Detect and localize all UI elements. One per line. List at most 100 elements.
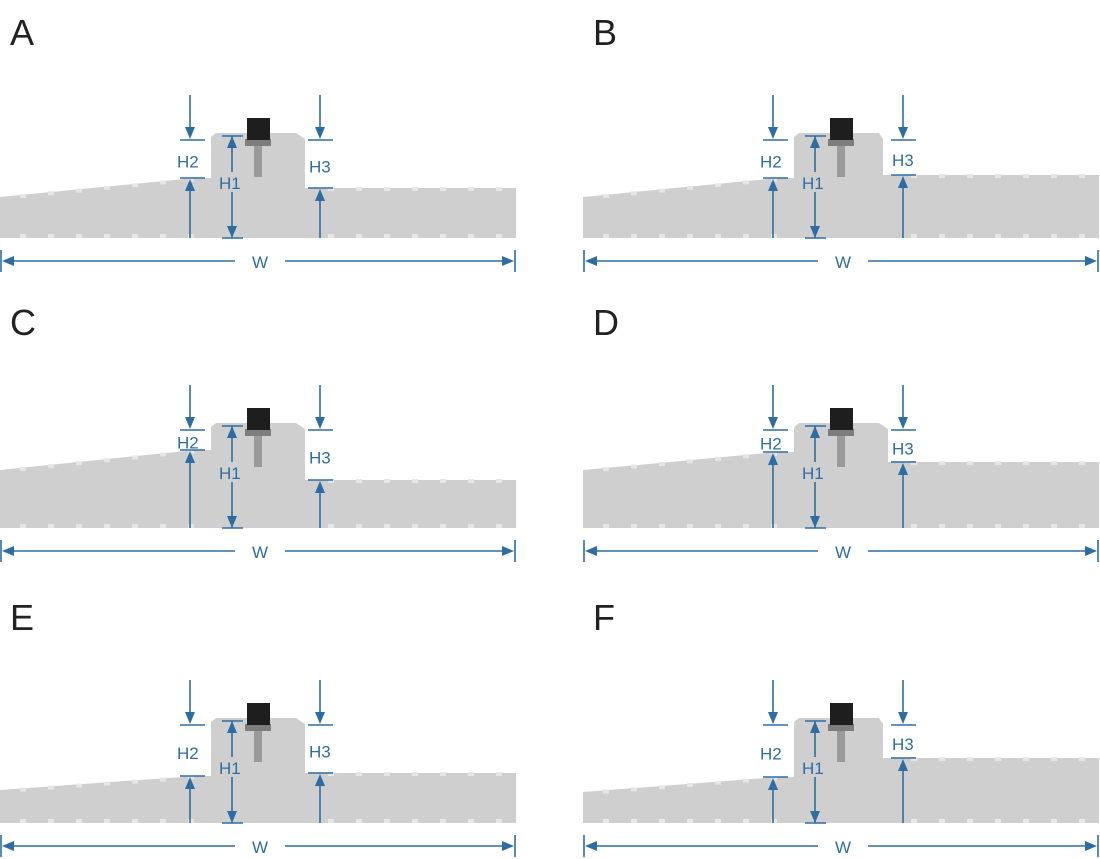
groove (468, 772, 474, 776)
groove (440, 187, 446, 191)
dim-label: H3 (309, 158, 331, 177)
groove (496, 524, 502, 528)
groove (132, 234, 138, 238)
groove (659, 819, 665, 823)
groove (20, 787, 26, 792)
panel-letter: C (10, 302, 36, 343)
dim-label: H2 (760, 745, 782, 764)
groove (384, 819, 390, 823)
screw-washer (828, 724, 854, 731)
screw-shaft (837, 730, 845, 762)
arrowhead (585, 546, 597, 556)
arrowhead (810, 226, 820, 238)
screw-shaft (837, 435, 845, 467)
groove (496, 187, 502, 191)
arrowhead (768, 453, 778, 465)
label-bg (801, 172, 829, 192)
screw-shaft (254, 435, 262, 467)
dim-label: H1 (802, 464, 824, 483)
groove (188, 234, 194, 238)
groove (412, 187, 418, 191)
groove (715, 819, 721, 823)
groove (384, 234, 390, 238)
groove (659, 785, 665, 790)
screw-shaft (837, 145, 845, 177)
groove (384, 187, 390, 191)
groove (188, 819, 194, 823)
label-bg (801, 757, 829, 777)
groove (1051, 461, 1057, 465)
arrowhead (227, 136, 237, 148)
groove (328, 819, 334, 823)
groove (160, 180, 166, 185)
groove (1079, 174, 1085, 178)
dim-label: H3 (309, 743, 331, 762)
groove (715, 780, 721, 785)
screw-head (247, 118, 270, 140)
groove (911, 174, 917, 178)
dim-label: W (252, 838, 268, 857)
groove (631, 819, 637, 823)
groove (967, 461, 973, 465)
groove (743, 819, 749, 823)
arrowhead (2, 256, 14, 266)
panel: A H2 H1 H3 W (0, 12, 516, 272)
groove (412, 524, 418, 528)
groove (356, 524, 362, 528)
arrowhead (585, 841, 597, 851)
groove (104, 781, 110, 786)
groove (356, 234, 362, 238)
groove (48, 819, 54, 823)
panel: B H2 H1 H3 W (583, 12, 1099, 272)
label-bg (218, 462, 246, 482)
screw-head (247, 703, 270, 725)
groove (603, 789, 609, 794)
groove (995, 757, 1001, 761)
groove (20, 524, 26, 528)
groove (911, 234, 917, 238)
groove (715, 524, 721, 528)
groove (995, 819, 1001, 823)
screw-head (830, 118, 853, 140)
groove (356, 772, 362, 776)
arrowhead (315, 712, 325, 724)
groove (771, 234, 777, 238)
groove (1023, 819, 1029, 823)
groove (1051, 819, 1057, 823)
groove (468, 819, 474, 823)
arrowhead (810, 136, 820, 148)
arrowhead (768, 179, 778, 191)
arrowhead (185, 712, 195, 724)
screw-washer (245, 429, 271, 436)
groove (160, 234, 166, 238)
groove (188, 775, 194, 780)
dim-label: H1 (219, 174, 241, 193)
dim-label: H2 (177, 744, 199, 763)
arrowhead (1085, 256, 1097, 266)
groove (160, 777, 166, 782)
groove (995, 461, 1001, 465)
groove (160, 819, 166, 823)
groove (356, 819, 362, 823)
groove (132, 779, 138, 784)
groove (939, 524, 945, 528)
groove (328, 524, 334, 528)
groove (659, 524, 665, 528)
groove (412, 819, 418, 823)
dim-label: H2 (760, 435, 782, 454)
arrowhead (502, 841, 514, 851)
arrowhead (185, 777, 195, 789)
screw-head (830, 408, 853, 430)
groove (939, 757, 945, 761)
arrowhead (1085, 841, 1097, 851)
groove (659, 234, 665, 238)
arrowhead (227, 516, 237, 528)
groove (76, 524, 82, 528)
groove (76, 819, 82, 823)
arrowhead (185, 451, 195, 463)
arrowhead (768, 127, 778, 139)
groove (911, 461, 917, 465)
groove (384, 772, 390, 776)
arrowhead (898, 759, 908, 771)
